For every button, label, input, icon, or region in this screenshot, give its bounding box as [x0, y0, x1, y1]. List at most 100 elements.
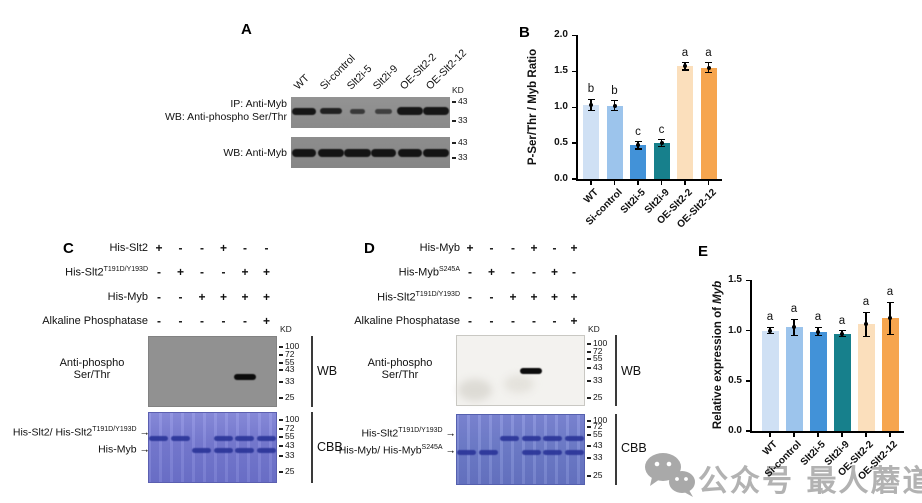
marker-tick — [587, 420, 591, 422]
condition-row-label: His-Slt2T191D/Y193D — [65, 266, 148, 279]
phospho-band — [520, 368, 543, 374]
condition-cell: - — [178, 314, 183, 328]
condition-cell: - — [468, 314, 472, 328]
condition-cell: + — [262, 314, 270, 328]
x-axis-tick — [684, 180, 686, 185]
marker-tick — [279, 445, 283, 447]
marker-label: 43 — [458, 96, 468, 106]
sig-letter: a — [862, 296, 870, 309]
marker-tick — [587, 358, 591, 360]
data-point — [683, 64, 687, 69]
y-tick-label: 2.0 — [554, 29, 568, 41]
y-axis-tick — [745, 430, 751, 432]
phospho-band — [233, 374, 256, 380]
marker-label: 25 — [285, 466, 295, 476]
marker-tick — [279, 455, 283, 457]
data-point — [768, 328, 772, 333]
y-tick-label: 0.0 — [728, 425, 742, 436]
condition-cell: - — [178, 241, 183, 255]
condition-row-label: His-Slt2T191D/Y193D — [377, 291, 460, 304]
marker-label: 72 — [285, 423, 295, 433]
condition-cell: + — [550, 265, 558, 279]
condition-cell: - — [200, 314, 204, 328]
error-bar-cap — [814, 334, 822, 337]
protein-band — [423, 107, 450, 115]
condition-cell: - — [200, 265, 204, 279]
marker-tick — [279, 362, 283, 364]
wb-probe-label-line1: Anti-phospho — [59, 357, 125, 369]
sig-letter: b — [611, 84, 618, 97]
sig-letter: b — [587, 83, 595, 96]
band-arrow-icon: → — [139, 443, 151, 456]
marker-tick — [279, 397, 283, 399]
condition-row-label: Alkaline Phosphatase — [354, 315, 460, 327]
y-axis-tick — [571, 34, 577, 37]
error-bar-cap — [705, 61, 712, 64]
protein-band — [319, 108, 342, 114]
marker-tick — [279, 381, 283, 383]
marker-tick — [587, 434, 591, 436]
blot-smudge — [504, 375, 534, 393]
marker-label: 55 — [285, 431, 295, 441]
wb-probe-label-line2: Ser/Thr — [381, 369, 419, 381]
watermark-text: 公众号 最人蘑道 — [698, 464, 922, 499]
condition-cell: - — [511, 265, 515, 279]
condition-row-label: His-Myb — [107, 291, 148, 303]
protein-band — [235, 435, 255, 441]
wb-probe-label-line1: Anti-phospho — [367, 357, 433, 369]
protein-band — [149, 435, 169, 441]
marker-label: 33 — [285, 376, 295, 386]
marker-tick — [452, 120, 456, 122]
marker-label: 43 — [593, 440, 603, 450]
marker-tick — [587, 380, 591, 382]
x-axis-tick — [590, 180, 592, 185]
cbb-lower-band-text: His-Myb/ His-Myb — [338, 444, 422, 457]
x-axis-tick — [707, 180, 710, 185]
protein-band — [500, 435, 520, 441]
bar — [700, 67, 717, 179]
condition-cell: - — [468, 290, 472, 304]
marker-label: 100 — [593, 415, 608, 425]
y-tick-label: 0.5 — [728, 374, 742, 386]
error-bar-cap — [886, 333, 894, 336]
protein-band — [564, 435, 584, 441]
condition-cell: - — [243, 241, 247, 255]
marker-label: 43 — [593, 362, 603, 372]
blot-anti-myb — [291, 137, 450, 168]
error-bar-cap — [790, 334, 798, 337]
bar — [833, 333, 851, 431]
protein-band — [256, 447, 276, 453]
condition-cell: + — [241, 290, 249, 304]
marker-label: 100 — [593, 338, 608, 348]
protein-band — [349, 108, 365, 114]
protein-band — [256, 435, 276, 441]
marker-tick — [587, 426, 591, 428]
marker-tick — [279, 354, 283, 356]
protein-band — [521, 435, 541, 441]
cbb-bracket — [311, 412, 313, 483]
error-bar-cap — [838, 329, 846, 332]
y-tick-label: 1.5 — [554, 65, 568, 77]
cbb-upper-band-label: His-Slt2/ His-Slt2T191D/Y193D → — [0, 426, 150, 439]
sig-letter: a — [814, 311, 822, 324]
error-bar-cap — [658, 138, 665, 141]
error-bar-cap — [766, 332, 774, 335]
wb-myb-label: WB: Anti-Myb — [223, 147, 287, 159]
error-bar-cap — [611, 110, 618, 112]
marker-label: 55 — [593, 353, 603, 363]
cbb-upper-band-label: His-Slt2T191D/Y193D → — [308, 427, 456, 440]
condition-cell: - — [511, 241, 515, 255]
error-bar-cap — [681, 61, 689, 64]
bar — [857, 324, 875, 431]
marker-tick — [587, 475, 591, 477]
protein-band — [457, 449, 477, 455]
cbb-upper-band-text: His-Slt2 — [361, 427, 399, 440]
marker-tick — [279, 428, 283, 430]
protein-band — [543, 435, 563, 441]
y-tick-label: 1.0 — [554, 101, 568, 113]
protein-band — [292, 107, 317, 115]
x-axis-tick — [793, 432, 795, 437]
